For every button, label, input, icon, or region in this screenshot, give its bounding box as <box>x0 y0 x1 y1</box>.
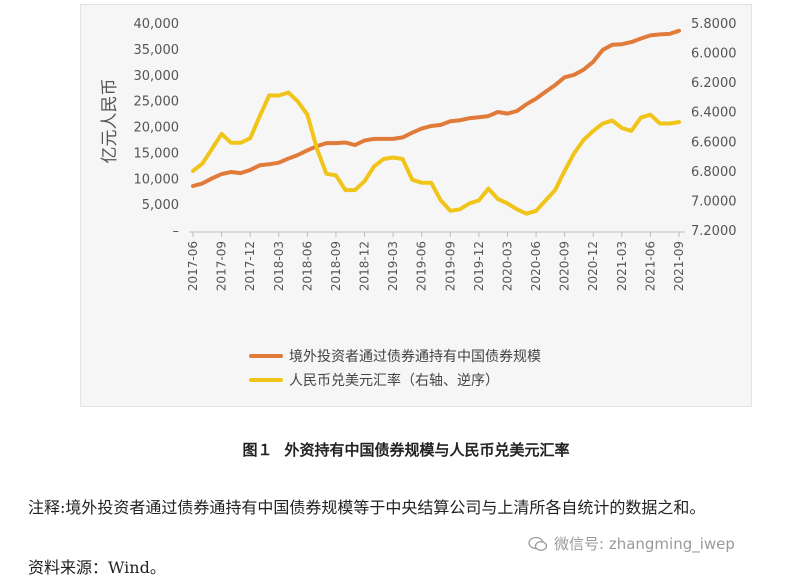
left-tick-label: 15,000 <box>134 146 180 161</box>
legend-label-holdings: 境外投资者通过债券通持有中国债券规模 <box>289 349 541 365</box>
x-tick-label: 2019-06 <box>415 241 429 291</box>
left-axis-label: 亿元人民币 <box>100 79 120 164</box>
right-axis-ticks: 5.8000 6.0000 6.2000 6.4000 6.6000 6.8000 7.00… <box>691 17 737 239</box>
x-tick-label: 2017-12 <box>243 241 257 291</box>
x-tick-label: 2021-06 <box>643 241 657 291</box>
right-tick-label: 7.2000 <box>691 224 737 239</box>
x-axis-ticks: 2017-06 2017-09 2017-12 2018-03 2018-06 2018-… <box>186 232 686 291</box>
x-tick-label: 2017-06 <box>186 241 200 291</box>
wechat-icon <box>528 536 548 551</box>
x-tick-label: 2020-03 <box>500 241 514 291</box>
x-tick-label: 2021-09 <box>672 241 686 291</box>
watermark-text: 微信号: zhangming_iwep <box>554 535 735 553</box>
x-tick-label: 2018-06 <box>300 241 314 291</box>
chart-panel: 40,000 35,000 30,000 25,000 20,000 15,000 10,0… <box>80 4 752 407</box>
x-tick-label: 2018-12 <box>358 241 372 291</box>
series-line-holdings <box>191 28 681 188</box>
x-tick-label: 2017-09 <box>215 241 229 291</box>
watermark: 微信号: zhangming_iwep <box>528 533 735 554</box>
chart-note: 注释:境外投资者通过债券通持有中国债券规模等于中央结算公司与上清所各自统计的数据… <box>28 498 706 517</box>
figure-caption: 图１ 外资持有中国债券规模与人民币兑美元汇率 <box>0 439 812 460</box>
left-tick-label: 40,000 <box>134 17 180 32</box>
data-source: 资料来源：Wind。 <box>28 558 166 577</box>
x-tick-label: 2020-12 <box>586 241 600 291</box>
right-tick-label: 6.4000 <box>691 106 737 121</box>
figure-title: 外资持有中国债券规模与人民币兑美元汇率 <box>284 441 570 459</box>
x-tick-label: 2018-03 <box>272 241 286 291</box>
x-tick-label: 2021-03 <box>615 241 629 291</box>
left-tick-label: 5,000 <box>142 198 179 213</box>
series-layer <box>191 28 681 216</box>
left-tick-label: – <box>173 224 180 239</box>
right-tick-label: 6.2000 <box>691 76 737 91</box>
legend-label-fx: 人民币兑美元汇率（右轴、逆序） <box>289 372 499 389</box>
series-line-fx <box>191 90 681 216</box>
legend: 境外投资者通过债券通持有中国债券规模 人民币兑美元汇率（右轴、逆序） <box>249 349 541 389</box>
right-tick-label: 6.6000 <box>691 135 737 150</box>
x-tick-label: 2019-09 <box>443 241 457 291</box>
x-tick-label: 2019-03 <box>386 241 400 291</box>
left-axis-ticks: 40,000 35,000 30,000 25,000 20,000 15,000 10,0… <box>134 17 180 239</box>
x-tick-label: 2020-06 <box>529 241 543 291</box>
left-tick-label: 30,000 <box>134 69 180 84</box>
right-tick-label: 6.0000 <box>691 47 737 62</box>
x-tick-label: 2020-09 <box>558 241 572 291</box>
chart-svg: 40,000 35,000 30,000 25,000 20,000 15,000 10,0… <box>100 17 737 389</box>
left-tick-label: 10,000 <box>134 172 180 187</box>
right-tick-label: 7.0000 <box>691 194 737 209</box>
left-tick-label: 35,000 <box>134 43 180 58</box>
right-tick-label: 6.8000 <box>691 165 737 180</box>
left-tick-label: 20,000 <box>134 121 180 136</box>
left-tick-label: 25,000 <box>134 95 180 110</box>
x-tick-label: 2018-09 <box>329 241 343 291</box>
x-tick-label: 2019-12 <box>472 241 486 291</box>
figure-number: 图１ <box>242 441 273 459</box>
right-tick-label: 5.8000 <box>691 17 737 32</box>
